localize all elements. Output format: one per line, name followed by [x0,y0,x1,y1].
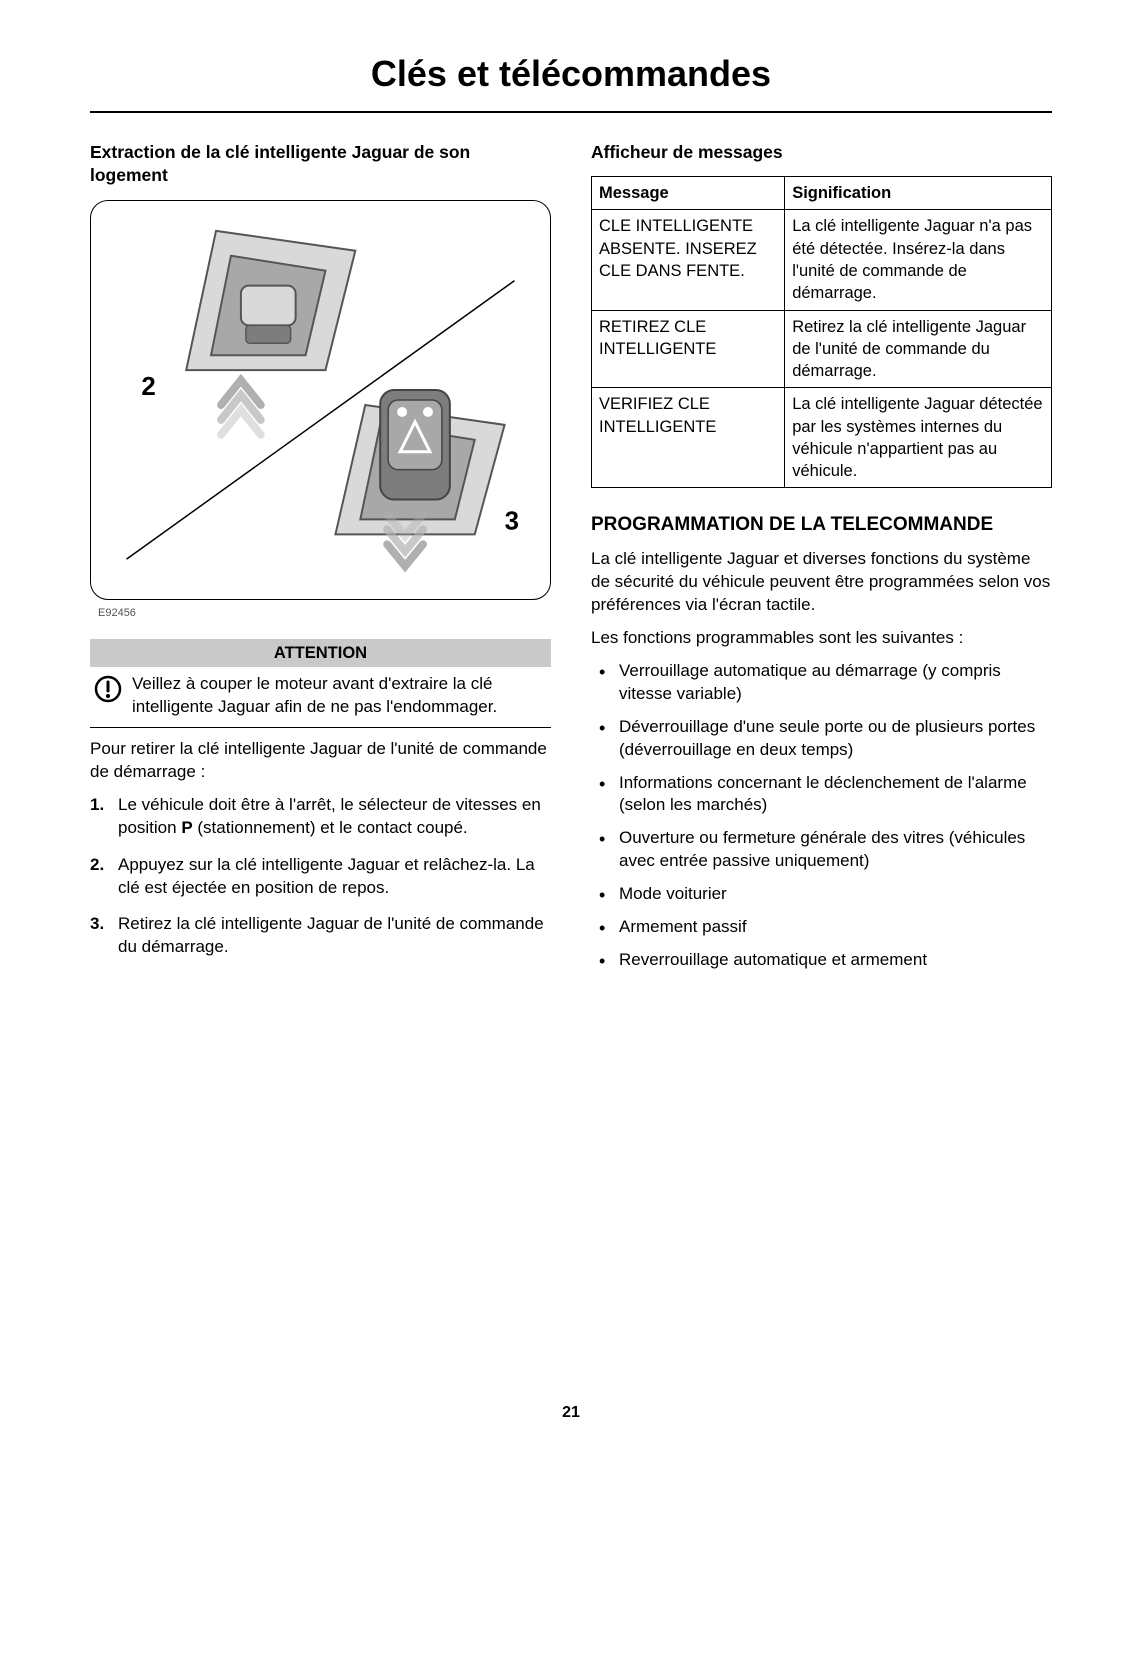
figure-ref: E92456 [98,606,551,621]
th-message: Message [592,177,785,210]
cell-msg: VERIFIEZ CLE INTELLIGENTE [592,388,785,488]
page-title: Clés et télécommandes [90,50,1052,113]
right-column: Afficheur de messages Message Significat… [591,141,1052,983]
left-intro: Pour retirer la clé intelligente Jaguar … [90,738,551,784]
list-item: Ouverture ou fermeture générale des vitr… [619,827,1052,873]
table-row: CLE INTELLIGENTE ABSENTE. INSEREZ CLE DA… [592,210,1052,310]
cell-msg: RETIREZ CLE INTELLIGENTE [592,310,785,388]
table-row: RETIREZ CLE INTELLIGENTE Retirez la clé … [592,310,1052,388]
table-row: VERIFIEZ CLE INTELLIGENTE La clé intelli… [592,388,1052,488]
attention-box: ATTENTION Veillez à couper le moteur ava… [90,639,551,728]
step-1: Le véhicule doit être à l'arrêt, le séle… [118,794,551,840]
prog-p2: Les fonctions programmables sont les sui… [591,627,1052,650]
figure-label-2: 2 [141,373,155,401]
attention-header: ATTENTION [90,639,551,667]
th-signification: Signification [785,177,1052,210]
content-columns: Extraction de la clé intelligente Jaguar… [90,141,1052,983]
cell-sig: La clé intelligente Jaguar détectée par … [785,388,1052,488]
step-2: Appuyez sur la clé intelligente Jaguar e… [118,854,551,900]
page-number: 21 [90,1402,1052,1424]
table-header-row: Message Signification [592,177,1052,210]
cell-sig: Retirez la clé intelligente Jaguar de l'… [785,310,1052,388]
list-item: Informations concernant le déclenchement… [619,772,1052,818]
step-1-bold: P [181,818,192,837]
prog-bullets: Verrouillage automatique au démarrage (y… [591,660,1052,972]
prog-heading: PROGRAMMATION DE LA TELECOMMANDE [591,512,1052,538]
messages-heading: Afficheur de messages [591,141,1052,165]
figure-key-extraction: 2 [90,200,551,600]
figure-label-3: 3 [505,507,519,535]
cell-sig: La clé intelligente Jaguar n'a pas été d… [785,210,1052,310]
list-item: Armement passif [619,916,1052,939]
messages-table: Message Signification CLE INTELLIGENTE A… [591,176,1052,488]
prog-p1: La clé intelligente Jaguar et diverses f… [591,548,1052,617]
figure-svg: 2 [91,201,550,599]
list-item: Reverrouillage automatique et armement [619,949,1052,972]
warning-icon [94,675,122,710]
left-column: Extraction de la clé intelligente Jaguar… [90,141,551,983]
attention-text: Veillez à couper le moteur avant d'extra… [132,673,547,719]
step-1-suffix: (stationnement) et le contact coupé. [193,818,468,837]
cell-msg: CLE INTELLIGENTE ABSENTE. INSEREZ CLE DA… [592,210,785,310]
list-item: Verrouillage automatique au démarrage (y… [619,660,1052,706]
left-heading: Extraction de la clé intelligente Jaguar… [90,141,551,188]
step-3: Retirez la clé intelligente Jaguar de l'… [118,913,551,959]
list-item: Déverrouillage d'une seule porte ou de p… [619,716,1052,762]
steps-list: Le véhicule doit être à l'arrêt, le séle… [90,794,551,960]
list-item: Mode voiturier [619,883,1052,906]
